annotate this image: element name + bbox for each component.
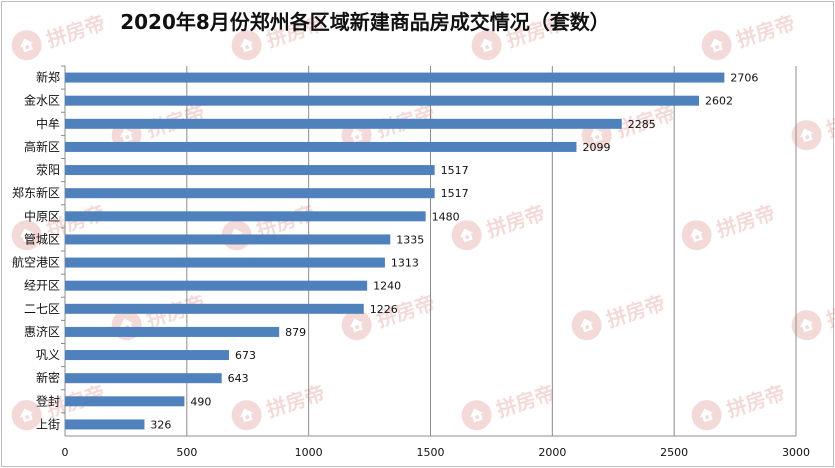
category-label: 新密	[36, 370, 60, 385]
category-label: 荥阳	[36, 163, 60, 177]
category-label: 高新区	[24, 139, 60, 154]
data-label: 2706	[730, 72, 758, 85]
category-label: 新郑	[36, 70, 60, 85]
data-label: 1517	[441, 187, 469, 200]
bar	[65, 141, 577, 152]
bar	[65, 280, 368, 291]
category-label: 管城区	[24, 231, 60, 246]
data-label: 1226	[370, 303, 398, 316]
data-label: 2099	[582, 141, 610, 154]
x-tick-label: 1500	[417, 446, 445, 459]
category-label: 惠济区	[24, 324, 60, 339]
category-label: 中原区	[24, 208, 60, 223]
bar	[65, 326, 280, 337]
bar	[65, 95, 700, 106]
bar	[65, 419, 145, 430]
bar	[65, 257, 385, 268]
x-tick-label: 0	[62, 446, 69, 459]
bar	[65, 373, 222, 384]
bar	[65, 118, 622, 129]
data-label: 490	[190, 395, 211, 408]
bar	[65, 211, 426, 222]
bar	[65, 165, 435, 176]
x-tick-label: 1000	[295, 446, 323, 459]
data-label: 1313	[391, 257, 419, 270]
bar	[65, 72, 725, 83]
bar	[65, 396, 185, 407]
data-label: 643	[228, 372, 249, 385]
bar	[65, 188, 435, 199]
category-label: 中牟	[36, 116, 60, 131]
category-label: 郑东新区	[12, 185, 60, 200]
data-label: 326	[150, 418, 171, 431]
category-label: 上街	[36, 417, 60, 431]
x-tick-label: 3000	[782, 446, 810, 459]
data-label: 1335	[396, 233, 424, 246]
chart-title: 2020年8月份郑州各区域新建商品房成交情况（套数）	[120, 10, 610, 34]
data-label: 1240	[373, 280, 401, 293]
data-label: 673	[235, 349, 256, 362]
category-label: 经开区	[24, 279, 60, 293]
data-label: 2285	[628, 118, 656, 131]
category-label: 登封	[36, 393, 60, 408]
category-label: 二七区	[24, 302, 60, 316]
data-label: 1480	[432, 210, 460, 223]
category-label: 金水区	[24, 93, 60, 108]
data-label: 1517	[441, 164, 469, 177]
x-tick-label: 500	[176, 446, 197, 459]
bar	[65, 234, 391, 245]
data-label: 879	[285, 326, 306, 339]
category-label: 航空港区	[12, 255, 60, 270]
bar	[65, 350, 229, 361]
x-tick-label: 2500	[660, 446, 688, 459]
category-label: 巩义	[36, 348, 60, 362]
data-label: 2602	[705, 95, 733, 108]
bar	[65, 303, 364, 314]
x-tick-label: 2000	[538, 446, 566, 459]
